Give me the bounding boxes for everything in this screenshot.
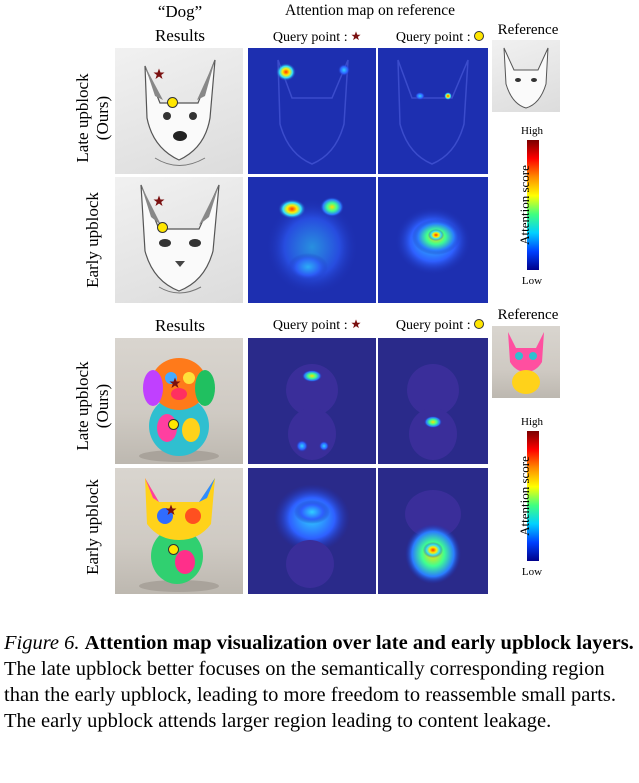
query-dot-marker bbox=[168, 419, 179, 430]
colorbar-top bbox=[527, 140, 539, 270]
colorbar-bottom bbox=[527, 431, 539, 561]
attention-map-late-star-bottom bbox=[248, 338, 376, 464]
attention-map-early-star-top bbox=[248, 177, 376, 303]
row-label-late-bottom: Late upblock (Ours) bbox=[73, 361, 112, 451]
query-star-label: Query point : bbox=[272, 30, 348, 45]
result-image-late-top bbox=[115, 48, 243, 174]
colorbar-low-top: Low bbox=[521, 275, 543, 287]
figure-number: Figure 6. bbox=[4, 632, 80, 654]
attention-map-title: Attention map on reference bbox=[285, 2, 455, 19]
row-label-early-top: Early upblock bbox=[83, 192, 102, 288]
query-star-marker bbox=[153, 68, 165, 80]
query-dot-label-bottom: Query point : bbox=[395, 318, 471, 333]
reference-image-bottom bbox=[492, 326, 560, 398]
yellow-dot-icon bbox=[474, 31, 485, 41]
query-dot-label: Query point : bbox=[395, 30, 471, 45]
result-image-early-bottom bbox=[115, 468, 243, 594]
sketch-cat-figure bbox=[140, 184, 220, 294]
results-header-top: Results bbox=[154, 26, 206, 45]
star-icon bbox=[351, 31, 361, 41]
yellow-dot-icon bbox=[474, 319, 485, 329]
attention-map-early-dot-top bbox=[378, 177, 488, 303]
attention-map-late-dot-top bbox=[378, 48, 488, 174]
query-point-star-header-bottom: Query point : bbox=[262, 318, 372, 334]
colorbar-low-bottom: Low bbox=[521, 566, 543, 578]
query-star-marker bbox=[153, 195, 165, 207]
query-dot-marker bbox=[157, 222, 168, 233]
query-star-marker bbox=[169, 377, 181, 389]
reference-label-bottom: Reference bbox=[497, 307, 559, 323]
reference-image-top bbox=[492, 40, 560, 112]
row-label-early-bottom: Early upblock bbox=[83, 479, 102, 575]
query-point-dot-header: Query point : bbox=[385, 30, 495, 46]
colorbar-title-bottom: Attention score bbox=[517, 456, 532, 536]
dog-prompt-label: “Dog” bbox=[157, 2, 203, 21]
results-header-bottom: Results bbox=[154, 316, 206, 335]
attention-map-early-dot-bottom bbox=[378, 468, 488, 594]
clay-cat-figure bbox=[139, 478, 219, 592]
query-star-label-bottom: Query point : bbox=[272, 318, 348, 333]
query-point-dot-header-bottom: Query point : bbox=[385, 318, 495, 334]
caption-bold-title: Attention map visualization over late an… bbox=[84, 632, 634, 654]
reference-label-top: Reference bbox=[497, 22, 559, 38]
attention-map-late-star-top bbox=[248, 48, 376, 174]
figure-caption: Figure 6. Attention map visualization ov… bbox=[4, 630, 634, 734]
query-star-marker bbox=[165, 504, 177, 516]
query-dot-marker bbox=[168, 544, 179, 555]
clay-dog-figure bbox=[139, 358, 219, 462]
result-image-late-bottom bbox=[115, 338, 243, 464]
colorbar-high-top: High bbox=[521, 125, 543, 137]
row-label-late-top: Late upblock (Ours) bbox=[73, 73, 112, 163]
query-dot-marker bbox=[167, 97, 178, 108]
colorbar-high-bottom: High bbox=[521, 416, 543, 428]
sketch-dog-figure bbox=[144, 59, 216, 166]
attention-map-late-dot-bottom bbox=[378, 338, 488, 464]
query-point-star-header: Query point : bbox=[262, 30, 372, 46]
result-image-early-top bbox=[115, 177, 243, 303]
caption-body: The late upblock better focuses on the s… bbox=[4, 658, 616, 732]
star-icon bbox=[351, 319, 361, 329]
attention-map-early-star-bottom bbox=[248, 468, 376, 594]
colorbar-title-top: Attention score bbox=[517, 165, 532, 245]
